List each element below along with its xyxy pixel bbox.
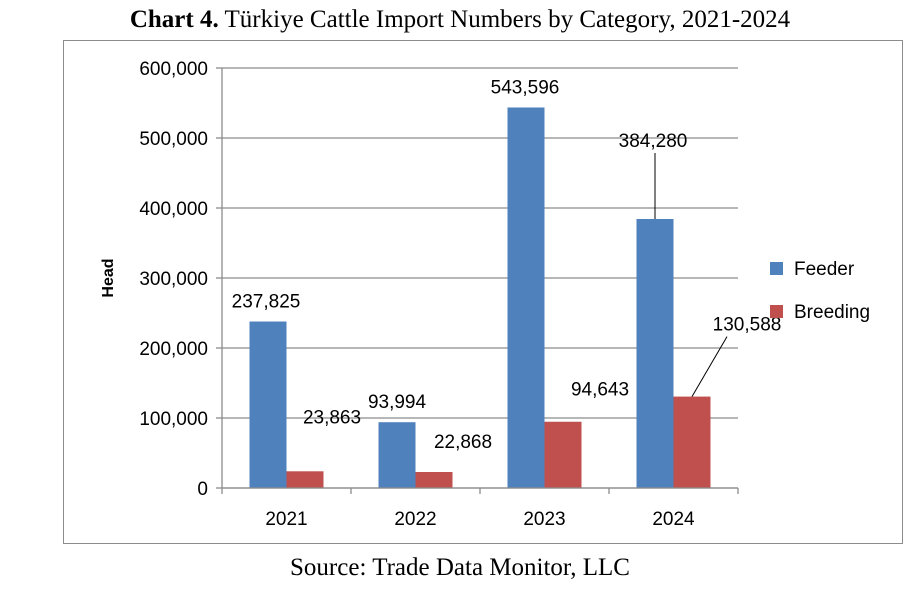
data-label: 22,868 [434,432,492,453]
y-tick-label: 500,000 [139,129,208,150]
chart-title-text: Türkiye Cattle Import Numbers by Categor… [224,6,791,33]
y-tick-label: 100,000 [139,409,208,430]
bar-feeder-2021 [249,321,287,488]
chart-source: Source: Trade Data Monitor, LLC [290,554,630,581]
x-tick-label: 2024 [652,509,695,530]
legend-label-feeder: Feeder [794,259,855,280]
data-label: 94,643 [571,380,629,401]
bar-breeding-2022 [415,471,453,488]
bar-feeder-2024 [636,219,674,488]
chart-title-number: Chart 4. [129,6,219,33]
y-axis-title: Head [100,258,117,297]
data-label: 23,863 [303,407,361,428]
bar-breeding-2021 [286,471,324,488]
y-tick-label: 0 [197,479,208,500]
x-tick-label: 2021 [265,509,307,530]
bar-breeding-2024 [673,396,711,488]
y-tick-label: 400,000 [139,199,208,220]
x-tick-label: 2023 [523,509,565,530]
legend-swatch-feeder [770,262,783,275]
bar-breeding-2023 [544,421,582,488]
legend-swatch-breeding [770,305,783,318]
y-tick-label: 200,000 [139,339,208,360]
x-tick-label: 2022 [394,509,436,530]
y-tick-label: 300,000 [139,269,208,290]
chart-title: Chart 4. Türkiye Cattle Import Numbers b… [0,2,920,38]
data-label: 237,825 [232,292,301,313]
y-tick-label: 600,000 [139,59,208,80]
data-label-leader [691,336,728,397]
data-label: 543,596 [491,77,560,98]
chart-frame [63,40,903,544]
bar-feeder-2022 [378,422,416,488]
data-label: 130,588 [713,315,782,336]
data-label: 93,994 [368,392,427,413]
legend-label-breeding: Breeding [794,302,870,323]
bar-feeder-2023 [507,107,545,489]
data-label: 384,280 [619,131,688,152]
